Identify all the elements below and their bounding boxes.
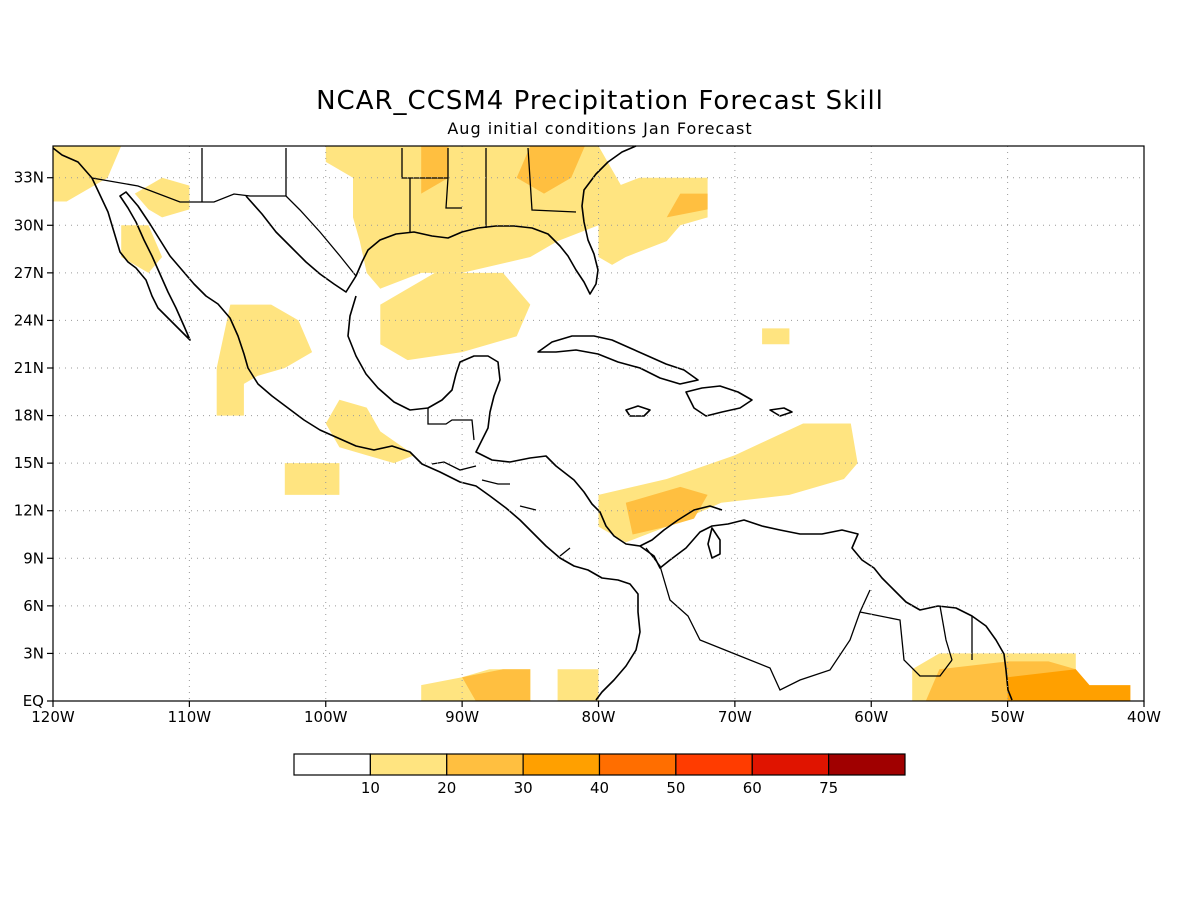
y-tick-label: 9N — [23, 549, 44, 567]
skill-region-11 — [762, 328, 790, 345]
lake-maracaibo — [707, 527, 721, 559]
skill-region-19 — [462, 669, 531, 701]
colorbar-label: 40 — [590, 779, 609, 797]
skill-region-3 — [121, 225, 163, 273]
skill-region-21 — [1007, 669, 1131, 701]
y-tick-label: 6N — [23, 597, 44, 615]
y-tick-label: 15N — [14, 454, 44, 472]
skill-region-6 — [380, 272, 531, 361]
colorbar-label: 60 — [743, 779, 762, 797]
axis-ticks-layer: 120W 110W 100W 90W 80W 70W 60W 50W 40W EQ 3N 6N 9N 12… — [14, 169, 1161, 726]
map-title: NCAR_CCSM4 Precipitation Forecast Skill — [316, 86, 884, 116]
pacific-coastline — [52, 147, 641, 701]
y-tick-label: 24N — [14, 311, 44, 329]
y-tick-label: 33N — [14, 169, 44, 187]
colorbar-swatch — [369, 753, 448, 776]
skill-region-5 — [598, 177, 708, 265]
south-america-borders — [645, 547, 973, 691]
colorbar-label: 20 — [437, 779, 456, 797]
x-tick-label: 90W — [445, 708, 479, 726]
gulf-coastline — [245, 145, 637, 295]
colorbar: 10 20 30 40 50 60 75 — [293, 753, 906, 797]
y-tick-label: 21N — [14, 359, 44, 377]
skill-region-4 — [325, 146, 626, 289]
hispaniola-coastline — [685, 385, 753, 417]
coastline-layer — [52, 145, 1013, 701]
colorbar-swatch — [293, 753, 371, 776]
skill-region-15 — [421, 146, 449, 194]
colorbar-swatch — [446, 753, 524, 776]
skill-shading-layer — [53, 146, 1131, 701]
colorbar-swatch — [598, 753, 677, 776]
x-tick-label: 80W — [582, 708, 616, 726]
skill-region-16 — [516, 146, 585, 194]
south-america-coast — [639, 519, 1013, 701]
skill-region-18 — [625, 486, 708, 535]
y-tick-label: 27N — [14, 264, 44, 282]
colorbar-label: 50 — [666, 779, 685, 797]
skill-region-8 — [325, 399, 415, 464]
y-tick-label: 18N — [14, 407, 44, 425]
skill-region-17 — [666, 193, 708, 218]
x-tick-label: 120W — [31, 708, 75, 726]
gridlines-layer — [53, 146, 1144, 701]
y-tick-label: 3N — [23, 644, 44, 662]
skill-region-2 — [134, 177, 190, 218]
colorbar-swatch — [675, 753, 753, 776]
skill-region-13 — [557, 669, 599, 701]
colorbar-label: 75 — [819, 779, 838, 797]
colorbar-label: 30 — [514, 779, 533, 797]
mexico-gulf-coast — [347, 295, 723, 547]
jamaica-coastline — [625, 405, 651, 417]
x-tick-label: 60W — [854, 708, 888, 726]
puerto-rico-coastline — [769, 407, 793, 417]
us-mexico-border — [91, 177, 357, 277]
skill-region-7 — [216, 304, 313, 416]
us-state-borders — [201, 147, 577, 232]
colorbar-swatch — [751, 753, 830, 776]
colorbar-swatch — [522, 753, 601, 776]
colorbar-label: 10 — [361, 779, 380, 797]
skill-region-9 — [284, 463, 340, 495]
skill-region-1 — [53, 146, 122, 202]
cuba-coastline — [537, 335, 699, 385]
x-tick-label: 40W — [1127, 708, 1161, 726]
x-tick-label: 110W — [168, 708, 212, 726]
y-tick-label: EQ — [23, 692, 44, 710]
central-america-borders — [427, 408, 571, 557]
x-tick-label: 100W — [304, 708, 348, 726]
borders-layer — [91, 147, 973, 691]
x-tick-label: 50W — [991, 708, 1025, 726]
map-subtitle: Aug initial conditions Jan Forecast — [447, 119, 753, 138]
colorbar-swatch — [828, 753, 906, 776]
x-tick-label: 70W — [718, 708, 752, 726]
y-tick-label: 30N — [14, 216, 44, 234]
y-tick-label: 12N — [14, 502, 44, 520]
